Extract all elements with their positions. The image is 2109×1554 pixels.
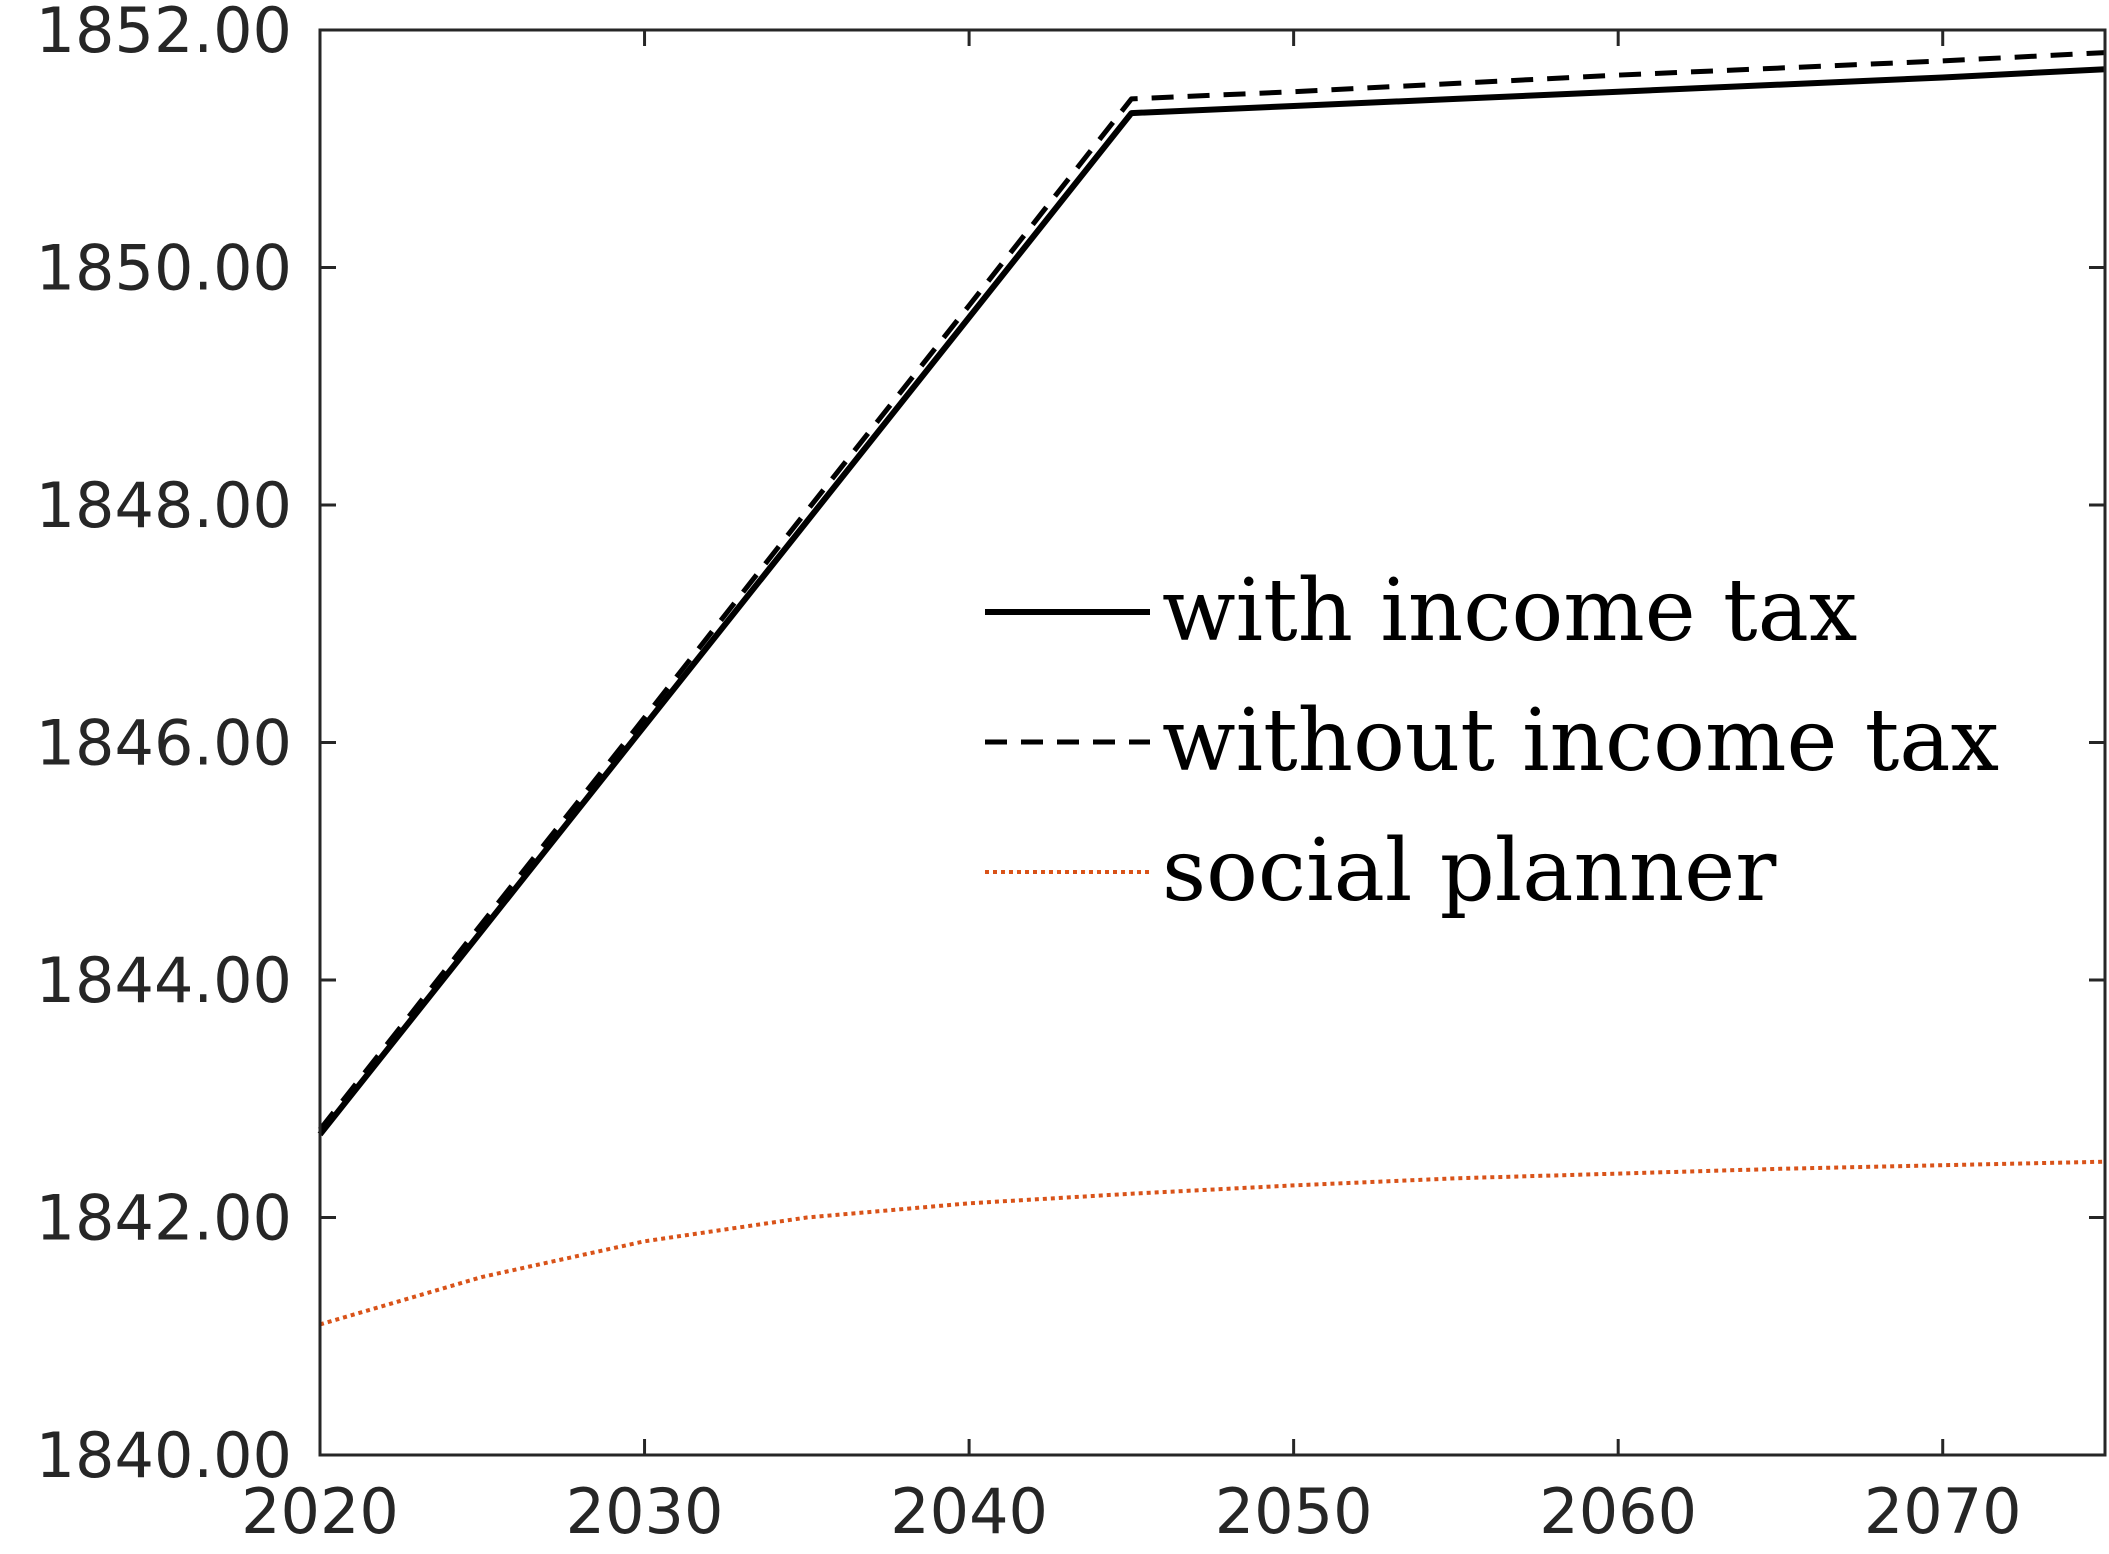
y-tick-label: 1850.00: [36, 232, 292, 305]
legend-label-3: social planner: [1162, 821, 1777, 921]
legend: with income tax without income tax social …: [985, 561, 1999, 921]
x-tick-label: 2060: [1539, 1475, 1697, 1548]
series-line-3: [319, 1159, 2106, 1327]
series-line-1: [317, 66, 2106, 1137]
y-tick-label: 1846.00: [36, 707, 292, 780]
y-tick-label: 1852.00: [36, 0, 292, 67]
series-layer: [317, 50, 2106, 1327]
y-tick-label: 1848.00: [36, 469, 292, 542]
legend-label-2: without income tax: [1162, 691, 1999, 791]
x-tick-label: 2050: [1215, 1475, 1373, 1548]
x-tick-label: 2070: [1864, 1475, 2022, 1548]
tick-layer: 2020 2030 2040 2050 2060 2070 1840.00 1842.00 18…: [36, 0, 2105, 1548]
y-tick-label: 1842.00: [36, 1182, 292, 1255]
x-tick-label: 2020: [241, 1475, 399, 1548]
y-tick-label: 1844.00: [36, 944, 292, 1017]
x-tick-label: 2030: [566, 1475, 724, 1548]
y-tick-label: 1840.00: [36, 1419, 292, 1492]
series-line-2: [318, 50, 2106, 1132]
legend-label-1: with income tax: [1162, 561, 1857, 661]
x-tick-label: 2040: [890, 1475, 1048, 1548]
